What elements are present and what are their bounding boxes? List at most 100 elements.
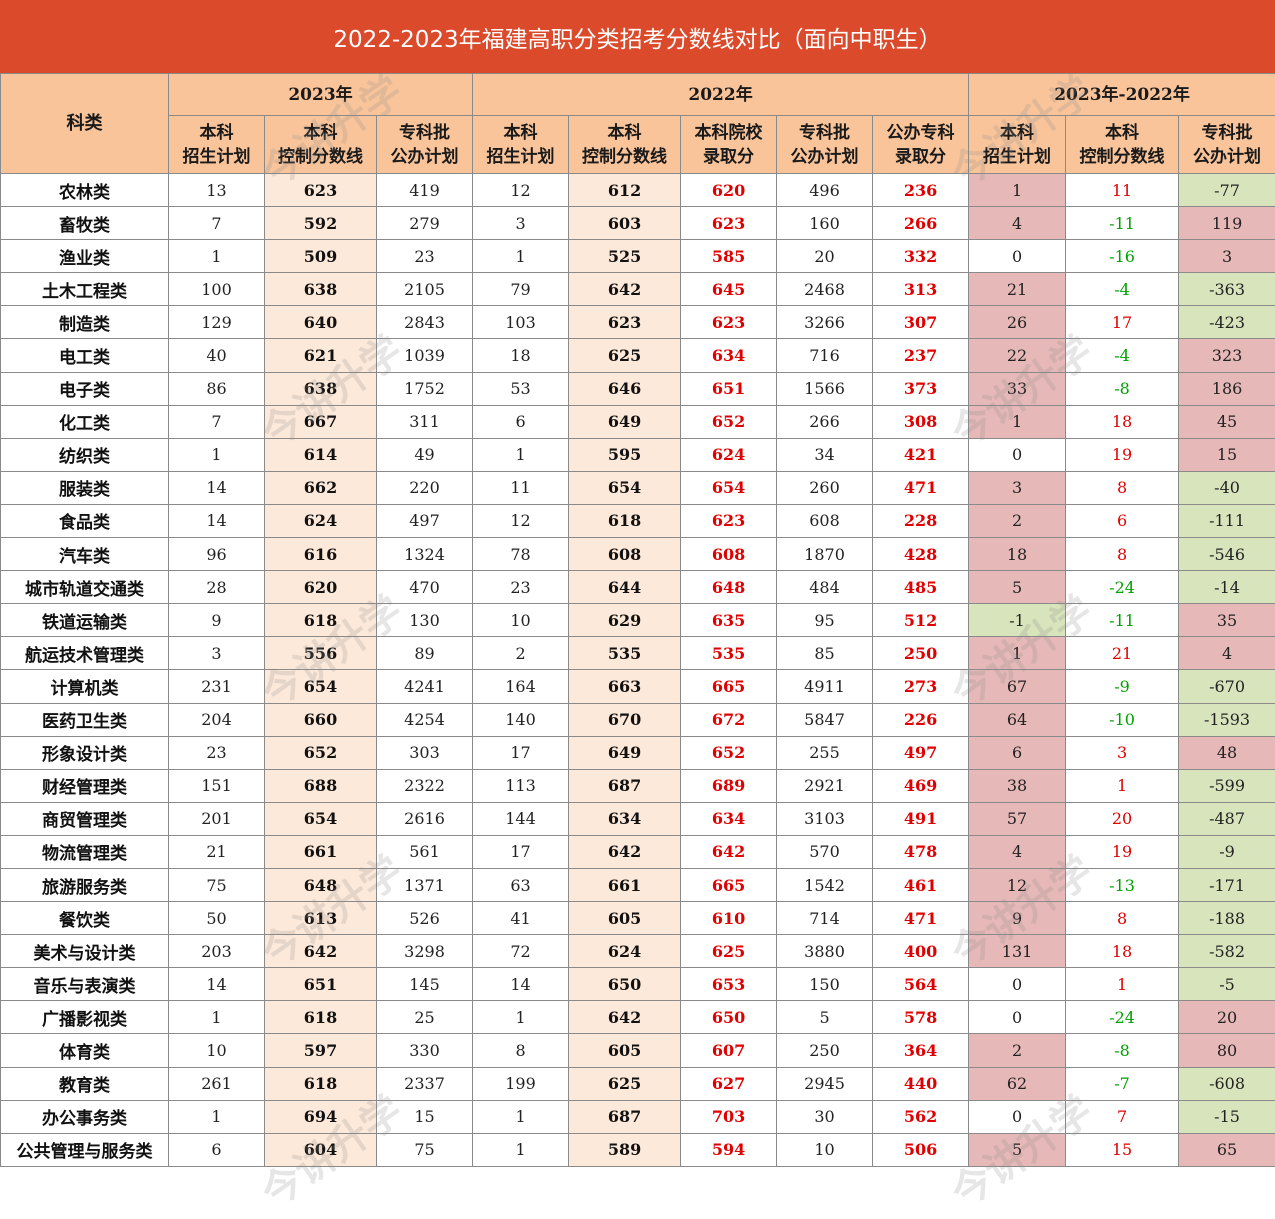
cell-a22: 627: [681, 1067, 777, 1100]
cell-c23: 613: [265, 902, 377, 935]
cell-dp: 1: [969, 405, 1066, 438]
cell-c22: 649: [569, 736, 681, 769]
cell-c22: 624: [569, 935, 681, 968]
cell-subject: 办公事务类: [1, 1100, 169, 1133]
cell-dc: 17: [1066, 306, 1179, 339]
cell-dp: 12: [969, 868, 1066, 901]
cell-dc: -7: [1066, 1067, 1179, 1100]
group-header-diff: 2023年-2022年: [969, 74, 1275, 116]
cell-z23: 2322: [377, 769, 473, 802]
cell-z22: 716: [777, 339, 873, 372]
cell-s22: 471: [873, 902, 969, 935]
cell-a22: 585: [681, 240, 777, 273]
cell-c22: 625: [569, 1067, 681, 1100]
cell-a22: 610: [681, 902, 777, 935]
cell-a22: 653: [681, 968, 777, 1001]
cell-a22: 635: [681, 604, 777, 637]
cell-c22: 687: [569, 769, 681, 802]
cell-a22: 624: [681, 438, 777, 471]
cell-s22: 273: [873, 670, 969, 703]
cell-dp: 67: [969, 670, 1066, 703]
cell-dp: -1: [969, 604, 1066, 637]
cell-a22: 634: [681, 339, 777, 372]
cell-z22: 714: [777, 902, 873, 935]
cell-z22: 85: [777, 637, 873, 670]
cell-s22: 485: [873, 571, 969, 604]
cell-dp: 1: [969, 637, 1066, 670]
cell-c23: 621: [265, 339, 377, 372]
cell-subject: 食品类: [1, 504, 169, 537]
cell-p22: 78: [473, 538, 569, 571]
cell-s22: 226: [873, 703, 969, 736]
cell-dz: -111: [1179, 504, 1275, 537]
cell-dz: 65: [1179, 1133, 1275, 1166]
cell-s22: 266: [873, 207, 969, 240]
cell-a22: 689: [681, 769, 777, 802]
cell-z23: 4241: [377, 670, 473, 703]
cell-p22: 3: [473, 207, 569, 240]
cell-p22: 23: [473, 571, 569, 604]
cell-z23: 4254: [377, 703, 473, 736]
cell-dc: -11: [1066, 207, 1179, 240]
cell-p23: 10: [169, 1034, 265, 1067]
cell-p23: 3: [169, 637, 265, 670]
cell-p22: 11: [473, 471, 569, 504]
cell-p22: 53: [473, 372, 569, 405]
cell-z22: 3103: [777, 802, 873, 835]
cell-a22: 623: [681, 306, 777, 339]
cell-z22: 3266: [777, 306, 873, 339]
cell-c23: 688: [265, 769, 377, 802]
cell-dz: -171: [1179, 868, 1275, 901]
cell-a22: 642: [681, 835, 777, 868]
cell-c23: 623: [265, 174, 377, 207]
cell-p22: 1: [473, 240, 569, 273]
cell-z22: 255: [777, 736, 873, 769]
cell-c22: 625: [569, 339, 681, 372]
col-header: 本科控制分数线: [569, 116, 681, 174]
cell-z22: 2945: [777, 1067, 873, 1100]
cell-dp: 4: [969, 835, 1066, 868]
cell-dp: 26: [969, 306, 1066, 339]
cell-p22: 164: [473, 670, 569, 703]
cell-z22: 250: [777, 1034, 873, 1067]
cell-dz: 3: [1179, 240, 1275, 273]
cell-a22: 645: [681, 273, 777, 306]
cell-p23: 75: [169, 868, 265, 901]
cell-z23: 1324: [377, 538, 473, 571]
cell-dp: 0: [969, 240, 1066, 273]
cell-c23: 614: [265, 438, 377, 471]
col-header: 本科招生计划: [169, 116, 265, 174]
cell-c23: 654: [265, 802, 377, 835]
cell-z23: 220: [377, 471, 473, 504]
cell-z22: 20: [777, 240, 873, 273]
table-header: 科类 2023年 2022年 2023年-2022年 本科招生计划 本科控制分数…: [1, 74, 1275, 174]
cell-dc: 19: [1066, 835, 1179, 868]
cell-p23: 7: [169, 207, 265, 240]
cell-c22: 618: [569, 504, 681, 537]
cell-subject: 服装类: [1, 471, 169, 504]
cell-p23: 28: [169, 571, 265, 604]
cell-dz: 80: [1179, 1034, 1275, 1067]
cell-a22: 625: [681, 935, 777, 968]
col-header: 本科控制分数线: [1066, 116, 1179, 174]
cell-dz: 186: [1179, 372, 1275, 405]
cell-dz: 20: [1179, 1001, 1275, 1034]
cell-dc: -16: [1066, 240, 1179, 273]
cell-z22: 2921: [777, 769, 873, 802]
cell-dc: 18: [1066, 935, 1179, 968]
cell-dp: 5: [969, 571, 1066, 604]
cell-dp: 4: [969, 207, 1066, 240]
cell-p22: 6: [473, 405, 569, 438]
cell-c23: 661: [265, 835, 377, 868]
cell-subject: 航运技术管理类: [1, 637, 169, 670]
cell-s22: 228: [873, 504, 969, 537]
cell-c22: 646: [569, 372, 681, 405]
cell-c23: 638: [265, 273, 377, 306]
